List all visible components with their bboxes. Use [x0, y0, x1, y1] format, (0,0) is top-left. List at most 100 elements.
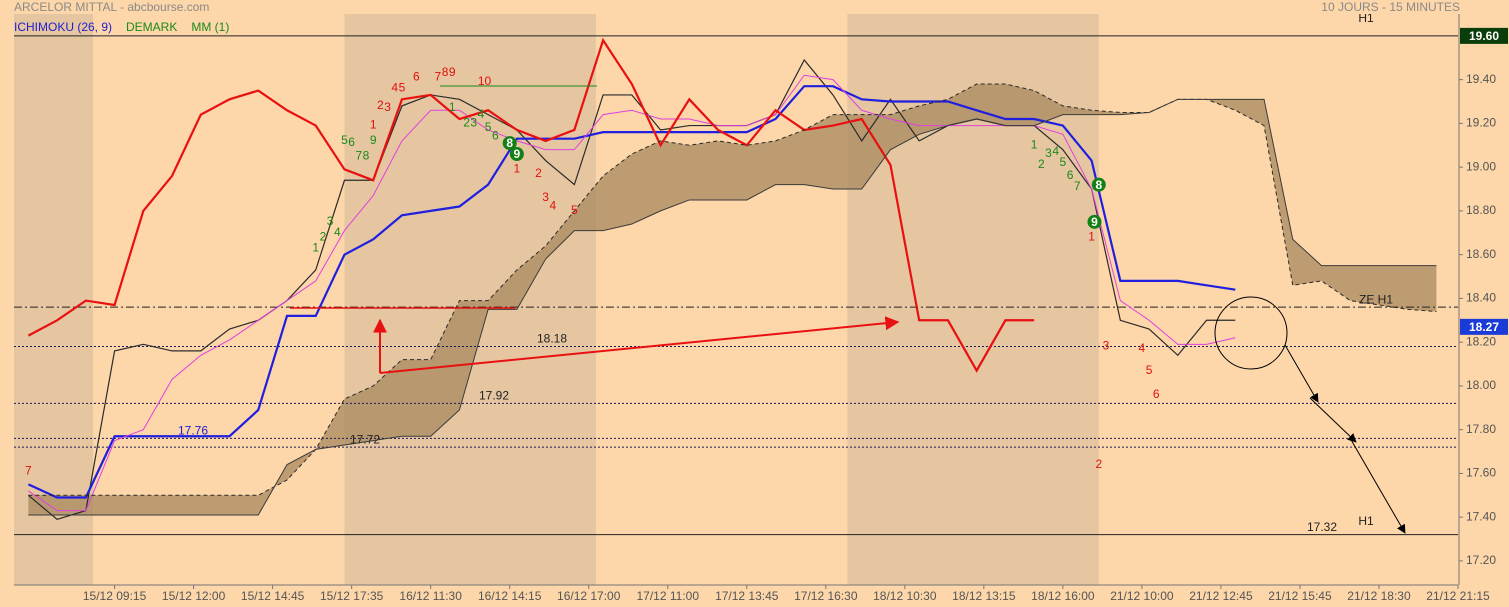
y-tick-label: 17.20 [1466, 553, 1496, 567]
level-label: 18.18 [537, 332, 567, 346]
demark-label: 6 [1153, 387, 1160, 401]
y-tick-label: 19.20 [1466, 116, 1496, 130]
y-tick-label: 17.40 [1466, 509, 1496, 523]
x-tick-label: 21/12 15:45 [1268, 589, 1332, 603]
session-band [344, 14, 596, 585]
x-tick-label: 18/12 10:30 [873, 589, 937, 603]
demark-label: 4 [391, 81, 398, 95]
x-tick-label: 15/12 17:35 [320, 589, 384, 603]
legend: ICHIMOKU (26, 9) DEMARK MM (1) [14, 20, 229, 34]
demark-circle [502, 136, 517, 151]
demark-label: 4 [1052, 144, 1059, 158]
demark-label: 9 [514, 147, 521, 161]
x-tick-label: 17/12 13:45 [715, 589, 779, 603]
last-price-label: 18.27 [1469, 320, 1499, 334]
axes: 19.60 17.20 17.40 17.60 17.80 18.00 18.20 18.40… [14, 14, 1508, 603]
y-tick-label: 18.80 [1466, 203, 1496, 217]
y-tick-label: 18.20 [1466, 334, 1496, 348]
series-kijun [27, 85, 1236, 499]
demark-label: 1 [1031, 137, 1038, 151]
demark-label: 7 [435, 70, 442, 84]
demark-label: 2 [377, 98, 384, 112]
demark-label: 4 [1139, 341, 1146, 355]
demark-label: 1 [449, 100, 456, 114]
arrow [1284, 344, 1319, 403]
demark-label: 2 [463, 116, 470, 130]
price-badge [1460, 27, 1508, 44]
demark-label: 6 [1067, 168, 1074, 182]
demark-label: 2 [535, 166, 542, 180]
x-tick-label: 17/12 11:00 [636, 589, 699, 603]
demark-label: 1 [1088, 229, 1095, 243]
arrow [379, 316, 900, 374]
demark-label: 3 [384, 100, 391, 114]
y-tick-label: 18.00 [1466, 378, 1496, 392]
demark-label: 5 [341, 133, 348, 147]
demark-label: 5 [485, 120, 492, 134]
circle [1214, 296, 1288, 370]
series-chikou [27, 37, 1035, 373]
x-tick-label: 21/12 21:15 [1426, 589, 1490, 603]
x-tick-label: 15/12 09:15 [83, 589, 147, 603]
demark-label: 2 [1038, 157, 1045, 171]
x-tick-label: 17/12 16:30 [794, 589, 858, 603]
top-note: H1 [1358, 11, 1374, 25]
demark-label: 9 [370, 133, 377, 147]
header [0, 0, 1509, 14]
x-tick-label: 21/12 12:45 [1189, 589, 1253, 603]
arrow [1349, 437, 1406, 534]
x-tick-label: 18/12 13:15 [952, 589, 1016, 603]
demark-label: 7 [355, 148, 362, 162]
demark-label: 3 [1103, 339, 1110, 353]
demark-label: 6 [413, 70, 420, 84]
demark-label: 3 [542, 190, 549, 204]
demark-label: 8 [442, 65, 449, 79]
x-tick-label: 16/12 11:30 [399, 589, 462, 603]
demark-label: 9 [449, 65, 456, 79]
price-badge-label: 19.60 [1469, 29, 1499, 43]
x-tick-label: 18/12 16:00 [1031, 589, 1095, 603]
demark-circle [1091, 177, 1106, 192]
demark-label: 5 [571, 203, 578, 217]
x-tick-label: 16/12 17:00 [557, 589, 621, 603]
session-band [14, 14, 94, 585]
level-note: H1 [1358, 514, 1374, 528]
chart-title: ARCELOR MITTAL - abcbourse.com [14, 0, 209, 14]
series-span-b [28, 98, 1437, 516]
demark-label: 3 [1045, 146, 1052, 160]
demark-label: 5 [399, 81, 406, 95]
demark-label: 4 [549, 199, 556, 213]
demark-label: 3 [327, 214, 334, 228]
y-tick-label: 19.00 [1466, 159, 1496, 173]
demark-label: 2 [1095, 457, 1102, 471]
demark-label: 4 [478, 107, 485, 121]
level-label: 17.72 [350, 432, 380, 446]
x-tick-label: 16/12 14:15 [478, 589, 542, 603]
level-label: 17.32 [1307, 520, 1337, 534]
y-tick-label: 19.40 [1466, 72, 1496, 86]
demark-label: 8 [1095, 178, 1102, 192]
demark-circle [509, 147, 524, 162]
cloud [28, 84, 1437, 515]
demark-label: 4 [334, 225, 341, 239]
demark-label: 1 [514, 162, 521, 176]
y-tick-label: 17.60 [1466, 466, 1496, 480]
legend-entry: ICHIMOKU (26, 9) [14, 20, 112, 34]
y-tick-label: 18.60 [1466, 247, 1496, 261]
demark-label: 8 [363, 148, 370, 162]
demark-label: 6 [492, 129, 499, 143]
last-price-badge [1460, 318, 1508, 335]
demark-label: 1 [370, 118, 377, 132]
level-label: 17.92 [479, 389, 509, 403]
drawings [290, 85, 1406, 534]
demark-circle [1087, 214, 1102, 229]
demark-label: 7 [1074, 179, 1081, 193]
demark-label: 10 [478, 74, 492, 88]
legend-entry: DEMARK [126, 20, 177, 34]
level-label: 17.76 [178, 424, 208, 438]
y-tick-label: 18.40 [1466, 291, 1496, 305]
arrow [1309, 397, 1357, 443]
